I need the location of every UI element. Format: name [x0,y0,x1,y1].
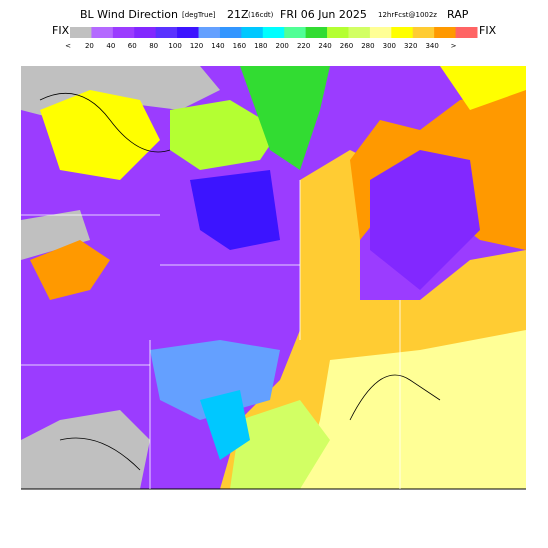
colorbar-label: < [65,42,71,50]
colorbar-swatch [91,27,114,38]
colorbar-label: 80 [149,42,158,50]
colorbar-label: 60 [128,42,137,50]
colorbar-label: 120 [190,42,203,50]
colorbar-label: 280 [361,42,374,50]
colorbar-label: 40 [106,42,115,50]
forecast: 12hrFcst@1002z [378,11,437,19]
model: RAP [447,8,469,21]
colorbar-label: 320 [404,42,417,50]
date: FRI 06 Jun 2025 [280,8,367,21]
legend-left-label: FIX [52,24,70,37]
colorbar-swatch [327,27,349,38]
colorbar-swatch [198,27,221,38]
region [230,400,330,489]
colorbar-label: 140 [211,42,224,50]
colorbar-swatch [262,27,285,38]
colorbar-label: 260 [340,42,353,50]
region [300,330,526,489]
colorbar-label: 180 [254,42,267,50]
title: BL Wind Direction [80,8,178,21]
colorbar-swatch [412,27,435,38]
colorbar-swatch [70,27,92,38]
colorbar-swatch [455,27,478,38]
region [30,240,110,300]
region [240,66,330,170]
colorbar-label: 220 [297,42,310,50]
region [190,170,280,250]
colorbar-swatch [177,27,200,38]
colorbar-label: 300 [383,42,396,50]
region [21,210,90,260]
region [170,100,280,170]
colorbar-swatch [219,27,242,38]
colorbar-label: 20 [85,42,94,50]
colorbar: <20 40 60 80 100 120 140 160 180 200 220 240 260 280 3… [65,27,478,50]
colorbar-swatch [305,27,328,38]
colorbar-swatch [134,27,157,38]
colorbar-swatch [434,27,457,38]
state-boundaries [21,180,401,489]
colorbar-label: 340 [425,42,438,50]
colorbar-label: > [451,42,457,50]
local-time: (16cdt) [248,11,274,19]
colorbar-label: 100 [168,42,181,50]
colorbar-swatch [369,27,392,38]
colorbar-swatch [391,27,414,38]
region [150,340,280,420]
colorbar-swatch [241,27,264,38]
time: 21Z [227,8,249,21]
colorbar-swatch [112,27,135,38]
colorbar-label: 160 [233,42,246,50]
region [440,66,526,110]
units: [degTrue] [182,11,216,19]
colorbar-swatch [155,27,178,38]
title-line: BL Wind Direction [degTrue] 21Z (16cdt) … [80,8,469,21]
colorbar-label: 200 [276,42,289,50]
contour [39,93,441,471]
region [21,410,150,489]
region [370,150,480,290]
region [200,390,250,460]
map [21,66,526,490]
colorbar-swatch [284,27,307,38]
region [40,90,160,180]
colorbar-label: 240 [318,42,331,50]
legend-right-label: FIX [479,24,497,37]
colorbar-swatch [348,27,371,38]
